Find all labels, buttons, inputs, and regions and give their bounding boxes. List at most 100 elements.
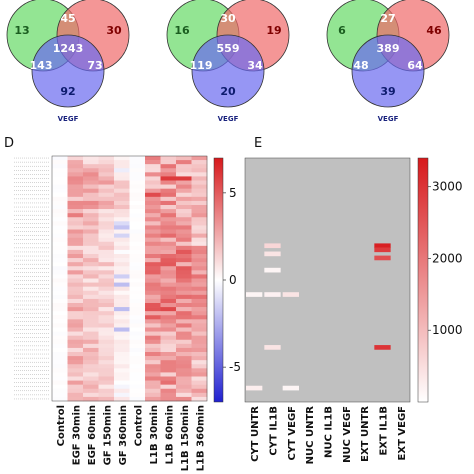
heat-d-cell	[83, 290, 99, 296]
heat-d-cell	[129, 282, 146, 287]
heat-d-cell	[98, 388, 115, 394]
heat-d-cell	[83, 176, 99, 181]
heat-d-cell	[83, 156, 99, 161]
heat-d-cell	[83, 184, 99, 189]
heat-d-cell	[98, 347, 115, 353]
heat-d-cell	[52, 241, 68, 247]
heat-d-cell	[145, 368, 161, 373]
heat-d-cell	[98, 241, 115, 247]
heat-d-cell	[129, 364, 146, 369]
heat-d-cell	[145, 188, 161, 194]
heat-d-cell	[83, 352, 99, 357]
heat-d-cell	[52, 360, 68, 365]
heat-d-cell	[67, 282, 84, 287]
heat-d-cell	[114, 360, 130, 365]
heat-d-cell	[67, 278, 84, 283]
heat-d-cell	[114, 364, 130, 369]
heat-d-cell	[129, 315, 146, 320]
heat-d-cell	[160, 319, 177, 324]
heat-d-cell	[176, 343, 192, 349]
heat-d-cell	[176, 380, 192, 385]
heat-e-col-label: NUC IL1B	[324, 406, 335, 458]
heat-d-cell	[145, 245, 161, 251]
heat-d-cell	[191, 160, 208, 165]
heat-d-cell	[129, 249, 146, 255]
heat-d-cell	[191, 180, 208, 185]
heat-d-cell	[160, 347, 177, 353]
heat-d-cell	[160, 172, 177, 177]
heat-d-cell	[67, 196, 84, 202]
heat-e-col-label: CYT UNTR	[250, 406, 261, 462]
venn-count-center: 1243	[53, 42, 84, 55]
heat-d-cell	[52, 319, 68, 324]
heat-d-cell	[160, 245, 177, 251]
venn-count-green: 13	[14, 24, 29, 37]
heat-d-cell	[145, 258, 161, 263]
heat-d-cell	[67, 347, 84, 353]
heat-d-cell	[83, 307, 99, 312]
heat-d-cell	[114, 274, 130, 279]
heat-d-cell	[160, 184, 177, 189]
heat-d-cell	[67, 237, 84, 243]
venn-count-green-blue: 119	[190, 59, 213, 72]
heat-d-cell	[129, 245, 146, 251]
heat-d-cell	[114, 368, 130, 373]
heat-d-cell	[67, 327, 84, 332]
heat-d-cell	[83, 164, 99, 169]
heat-d-cell	[114, 315, 130, 320]
heat-d-cell	[129, 184, 146, 189]
heat-d-cell	[114, 225, 130, 230]
heat-d-col-label: Control	[56, 405, 67, 446]
venn-count-green-red: 45	[60, 12, 75, 25]
venn-set-label: VEGF	[218, 115, 239, 123]
heat-d-cell	[67, 298, 84, 304]
heat-e-col-label: CYT IL1B	[269, 406, 280, 456]
heat-d-cell	[129, 233, 146, 238]
heat-d-cell	[129, 376, 146, 381]
heat-d-cell	[160, 294, 177, 300]
heat-d-cell	[114, 254, 130, 259]
heat-d-cell	[98, 307, 115, 312]
heat-d-cell	[83, 335, 99, 341]
heat-d-col-label: EGF 30min	[71, 405, 82, 465]
heat-d-cell	[191, 290, 208, 296]
heat-d-cell	[83, 241, 99, 247]
heat-d-cell	[83, 209, 99, 214]
heat-d-cell	[98, 168, 115, 173]
heat-d-cell	[52, 368, 68, 373]
heat-d-cell	[129, 388, 146, 394]
heat-d-cell	[160, 282, 177, 287]
heat-d-cell	[114, 205, 130, 210]
heat-d-cell	[191, 241, 208, 247]
heat-d-cell	[145, 209, 161, 214]
heat-d-cell	[145, 172, 161, 177]
heat-d-cell	[83, 282, 99, 287]
heat-d-cell	[129, 327, 146, 332]
heat-e-cell	[264, 292, 281, 297]
venn-set-label: VEGF	[58, 115, 79, 123]
heat-d-cell	[129, 380, 146, 385]
heat-d-cell	[129, 172, 146, 177]
heat-d-cell	[129, 221, 146, 226]
heat-d-cell	[98, 372, 115, 377]
heat-d-cell	[191, 286, 208, 292]
heat-d-cell	[52, 364, 68, 369]
heat-d-cell	[114, 307, 130, 312]
heat-e-cell	[374, 255, 391, 261]
heat-d-cell	[114, 347, 130, 353]
heat-d-cell	[176, 205, 192, 210]
heat-d-cell	[145, 323, 161, 328]
heat-d-cell	[98, 335, 115, 341]
heat-d-cell	[114, 184, 130, 189]
heat-d-cell	[114, 384, 130, 390]
heat-d-cell	[67, 213, 84, 218]
heat-d-cell	[191, 229, 208, 234]
venn-count-red: 19	[266, 24, 281, 37]
heat-d-cell	[145, 372, 161, 377]
heat-d-cell	[67, 372, 84, 377]
heat-d-cell	[67, 356, 84, 361]
venn-count-center: 559	[217, 42, 240, 55]
heat-d-cell	[83, 229, 99, 234]
heat-d-cell	[176, 356, 192, 361]
heat-d-cell	[176, 156, 192, 161]
